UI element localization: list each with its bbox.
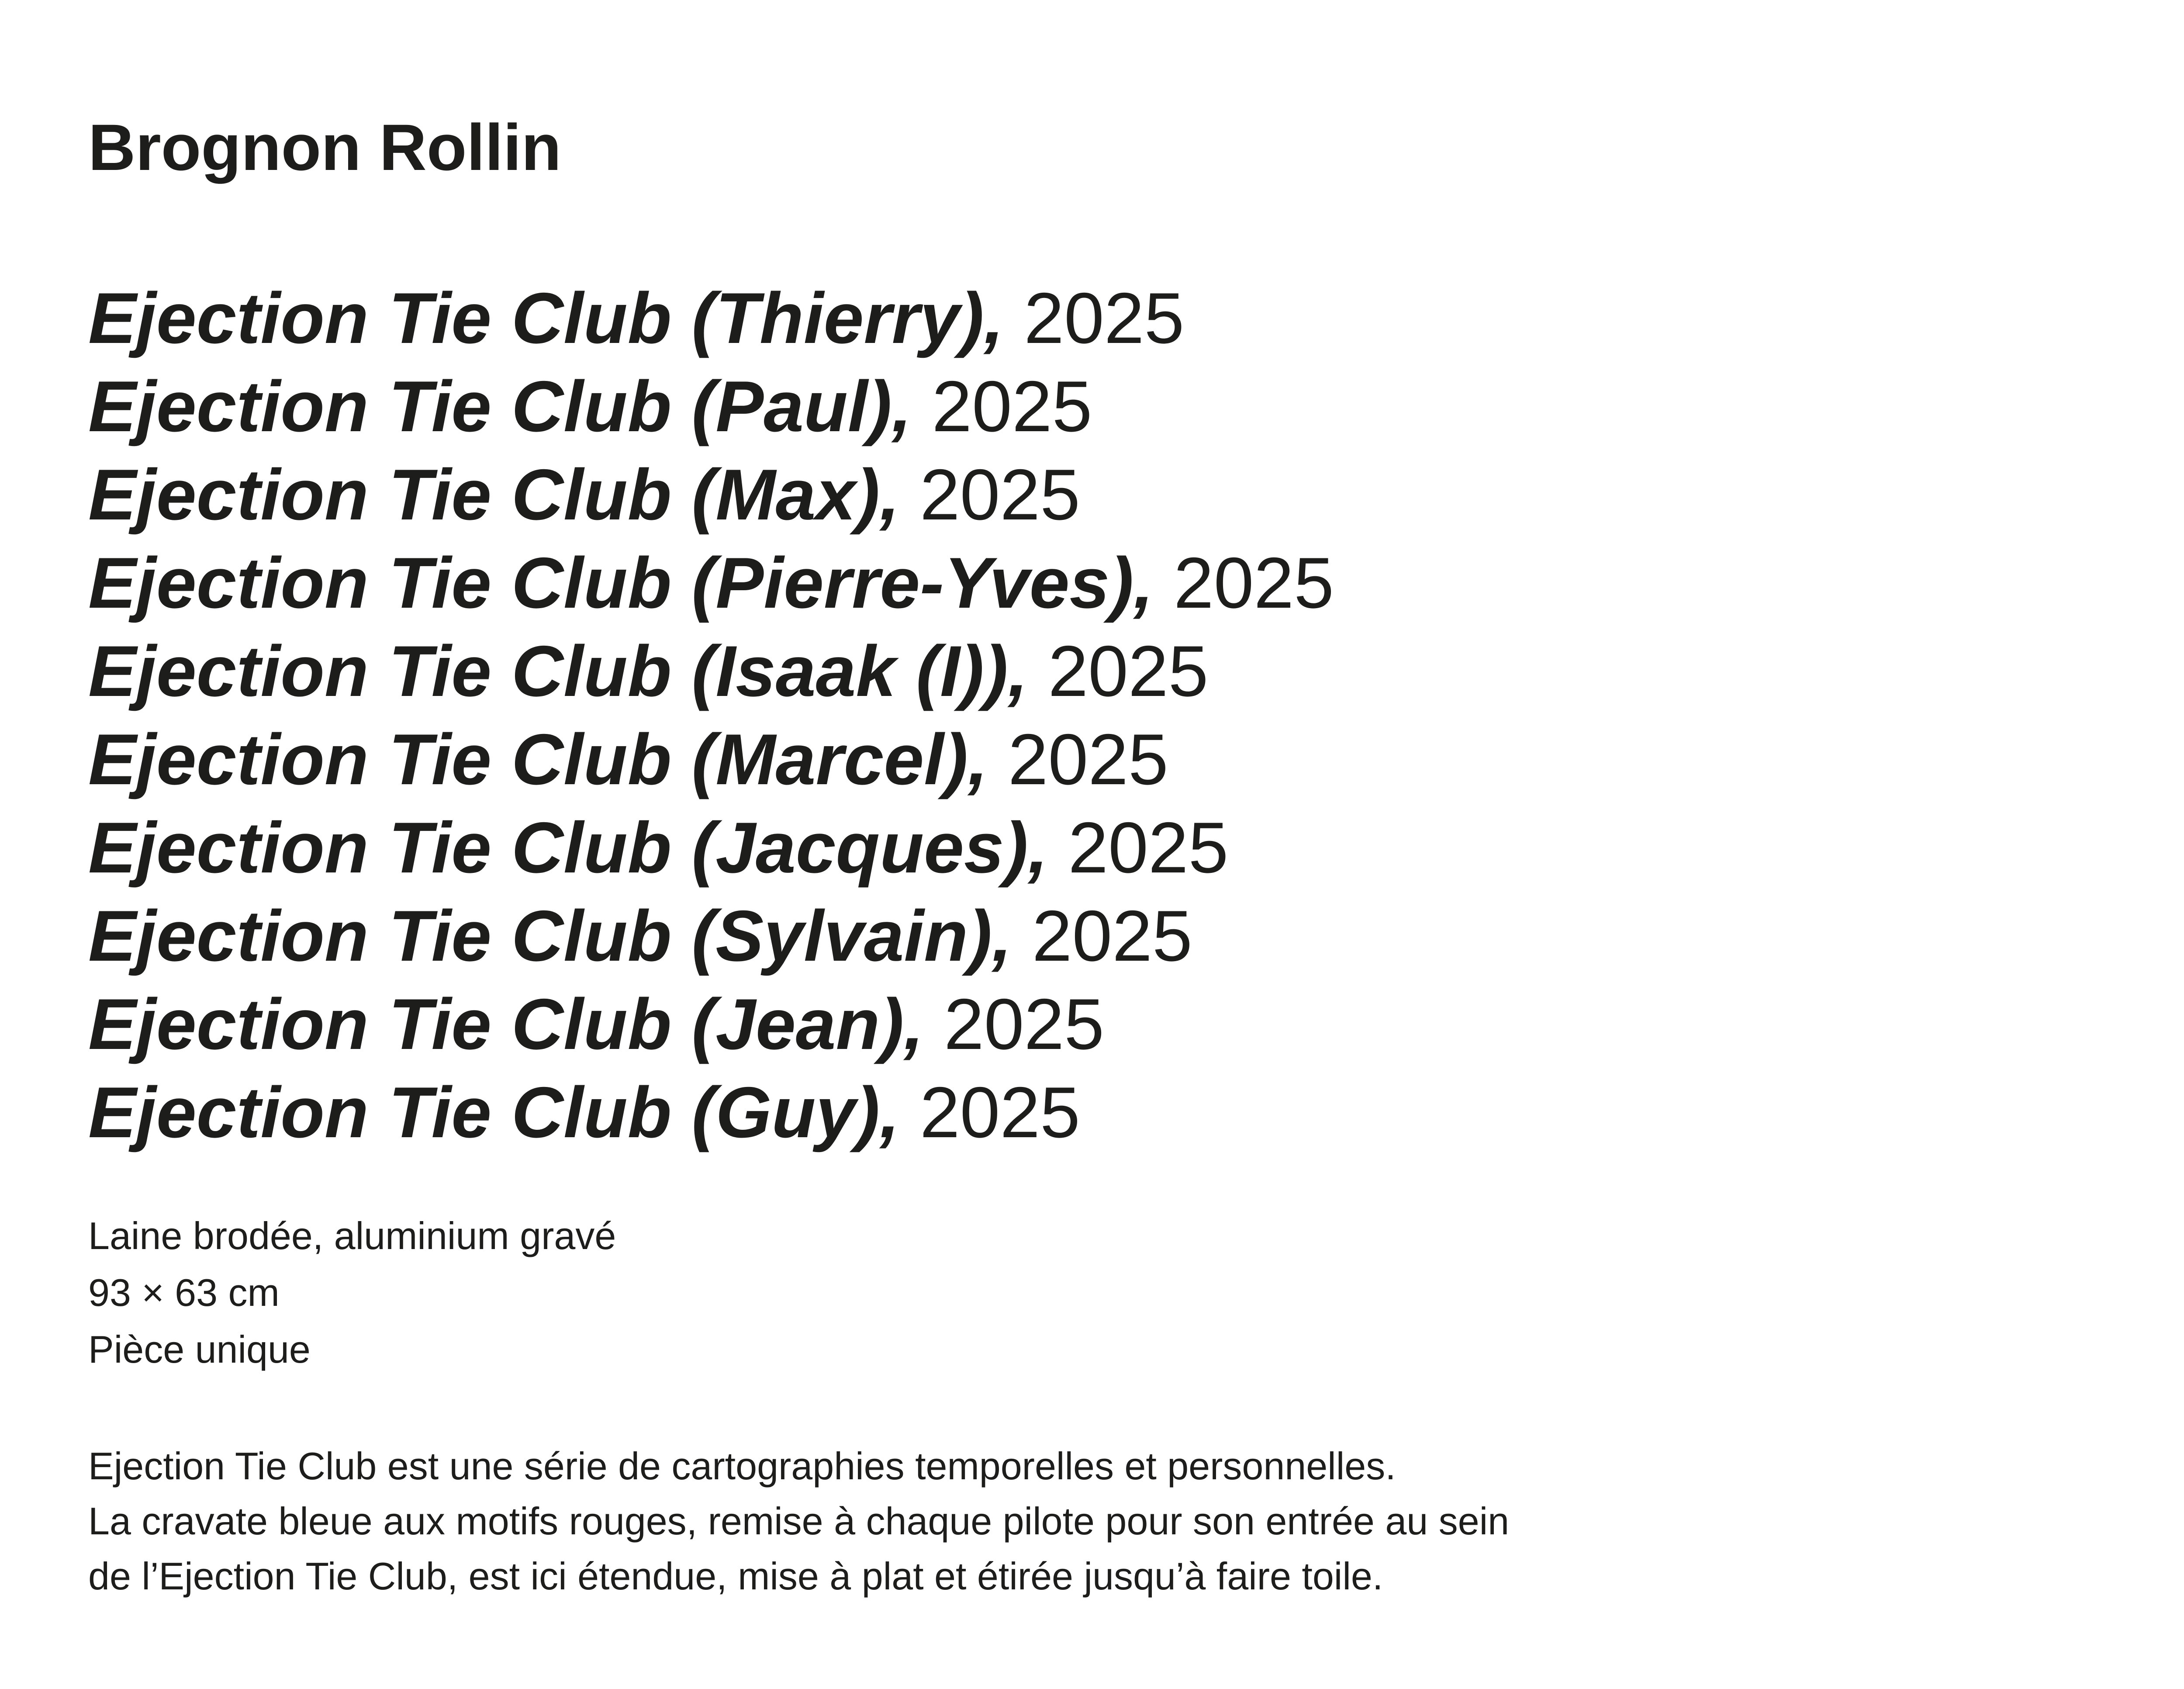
work-title: Ejection Tie Club (Jean), — [88, 984, 924, 1064]
work-year: 2025 — [1048, 631, 1209, 711]
work-title: Ejection Tie Club (Jacques), — [88, 807, 1048, 888]
edition-line: Pièce unique — [88, 1328, 311, 1371]
work-title: Ejection Tie Club (Sylvain), — [88, 896, 1012, 976]
work-year: 2025 — [1068, 807, 1229, 888]
dimensions-line: 93 × 63 cm — [88, 1271, 280, 1314]
work-line: Ejection Tie Club (Thierry), 2025 — [88, 274, 2184, 362]
description-line: La cravate bleue aux motifs rouges, remi… — [88, 1499, 1510, 1543]
work-year: 2025 — [1173, 543, 1334, 623]
work-year: 2025 — [919, 1072, 1080, 1153]
work-year: 2025 — [1032, 896, 1192, 976]
work-line: Ejection Tie Club (Jacques), 2025 — [88, 803, 2184, 892]
work-title: Ejection Tie Club (Isaak (I)), — [88, 631, 1028, 711]
work-description: Ejection Tie Club est une série de carto… — [88, 1439, 2184, 1604]
medium-line: Laine brodée, aluminium gravé — [88, 1214, 616, 1257]
work-title: Ejection Tie Club (Max), — [88, 454, 900, 535]
work-year: 2025 — [1024, 278, 1185, 358]
work-year: 2025 — [932, 366, 1092, 446]
work-title: Ejection Tie Club (Paul), — [88, 366, 912, 446]
description-line: de l’Ejection Tie Club, est ici étendue,… — [88, 1554, 1383, 1598]
work-line: Ejection Tie Club (Guy), 2025 — [88, 1068, 2184, 1156]
work-year: 2025 — [943, 984, 1105, 1064]
artist-name: Brognon Rollin — [88, 111, 562, 184]
work-line: Ejection Tie Club (Isaak (I)), 2025 — [88, 627, 2184, 715]
work-title: Ejection Tie Club (Marcel), — [88, 719, 988, 800]
work-year: 2025 — [1008, 719, 1168, 800]
work-line: Ejection Tie Club (Pierre-Yves), 2025 — [88, 539, 2184, 627]
work-details: Laine brodée, aluminium gravé 93 × 63 cm… — [88, 1208, 2184, 1378]
work-line: Ejection Tie Club (Paul), 2025 — [88, 362, 2184, 450]
work-list: Ejection Tie Club (Thierry), 2025 Ejecti… — [88, 274, 2184, 1156]
description-line: Ejection Tie Club est une série de carto… — [88, 1444, 1396, 1488]
work-line: Ejection Tie Club (Marcel), 2025 — [88, 715, 2184, 803]
work-title: Ejection Tie Club (Pierre-Yves), — [88, 543, 1154, 623]
work-title: Ejection Tie Club (Guy), — [88, 1072, 900, 1153]
work-line: Ejection Tie Club (Jean), 2025 — [88, 980, 2184, 1068]
work-line: Ejection Tie Club (Sylvain), 2025 — [88, 892, 2184, 980]
work-year: 2025 — [919, 454, 1080, 535]
work-title: Ejection Tie Club (Thierry), — [88, 278, 1004, 358]
work-line: Ejection Tie Club (Max), 2025 — [88, 450, 2184, 539]
